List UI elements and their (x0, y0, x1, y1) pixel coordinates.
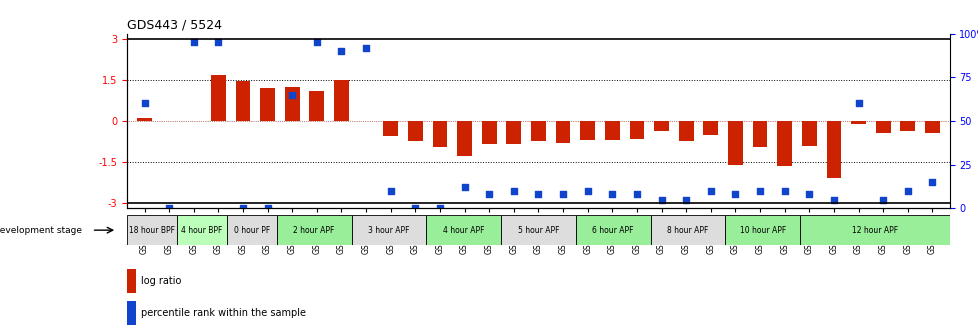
Bar (211, 75, 226, 121)
Point (285, 92, 300, 97)
Text: 5 hour APF: 5 hour APF (517, 226, 558, 235)
Bar (801, 121, 816, 145)
Bar (333, 80, 348, 121)
Text: 3 hour APF: 3 hour APF (368, 226, 409, 235)
Point (235, 206, 250, 211)
Bar (137, 118, 152, 121)
Text: 6 hour APF: 6 hour APF (592, 226, 634, 235)
Text: 12 hour APF: 12 hour APF (851, 226, 897, 235)
FancyBboxPatch shape (177, 215, 227, 245)
Point (776, 188, 791, 194)
Text: log ratio: log ratio (141, 276, 182, 286)
FancyBboxPatch shape (501, 215, 575, 245)
Point (457, 185, 472, 190)
Bar (825, 121, 840, 178)
Text: development stage: development stage (0, 226, 82, 235)
Point (506, 188, 521, 194)
Point (333, 48, 349, 54)
FancyBboxPatch shape (575, 215, 650, 245)
Bar (580, 121, 595, 140)
Text: percentile rank within the sample: percentile rank within the sample (141, 308, 306, 318)
Bar (653, 121, 668, 130)
Bar (604, 121, 619, 140)
Point (727, 192, 742, 197)
Bar (875, 121, 890, 133)
Point (530, 192, 546, 197)
Point (850, 101, 866, 106)
Point (481, 192, 497, 197)
Point (899, 188, 914, 194)
Point (874, 197, 890, 202)
Bar (900, 121, 914, 130)
Point (358, 45, 374, 50)
FancyBboxPatch shape (425, 215, 501, 245)
Bar (457, 121, 471, 157)
Bar (236, 81, 250, 121)
FancyBboxPatch shape (799, 215, 949, 245)
Text: 4 hour BPF: 4 hour BPF (181, 226, 222, 235)
Text: 18 hour BPF: 18 hour BPF (129, 226, 175, 235)
Bar (260, 88, 275, 121)
Bar (432, 121, 447, 147)
FancyBboxPatch shape (127, 215, 177, 245)
Bar (530, 121, 546, 141)
Text: GDS443 / 5524: GDS443 / 5524 (127, 18, 222, 31)
Text: 8 hour APF: 8 hour APF (667, 226, 708, 235)
Bar (678, 121, 692, 141)
Text: 10 hour APF: 10 hour APF (738, 226, 785, 235)
Point (702, 188, 718, 194)
Point (678, 197, 693, 202)
Text: 4 hour APF: 4 hour APF (442, 226, 484, 235)
Point (629, 192, 645, 197)
Bar (506, 121, 520, 144)
Point (653, 197, 669, 202)
Text: 0 hour PF: 0 hour PF (234, 226, 270, 235)
Bar (408, 121, 422, 141)
Bar (924, 121, 939, 133)
Point (603, 192, 619, 197)
FancyBboxPatch shape (277, 215, 351, 245)
Point (186, 40, 201, 45)
Bar (752, 121, 767, 147)
FancyBboxPatch shape (725, 215, 799, 245)
Bar (309, 91, 324, 121)
Point (825, 197, 841, 202)
Point (801, 192, 817, 197)
Bar (383, 121, 398, 136)
Bar (285, 87, 299, 121)
Point (210, 40, 226, 45)
Text: 2 hour APF: 2 hour APF (293, 226, 334, 235)
Point (431, 206, 447, 211)
Point (923, 179, 939, 185)
FancyBboxPatch shape (650, 215, 725, 245)
Point (555, 192, 570, 197)
Point (579, 188, 595, 194)
Point (751, 188, 767, 194)
Bar (127, 269, 136, 293)
Bar (703, 121, 718, 135)
Point (161, 206, 177, 211)
FancyBboxPatch shape (227, 215, 277, 245)
Point (309, 40, 325, 45)
Point (137, 101, 153, 106)
Bar (127, 301, 136, 325)
Bar (629, 121, 644, 139)
Point (259, 206, 275, 211)
Bar (777, 121, 791, 166)
Point (407, 206, 422, 211)
Bar (481, 121, 496, 144)
FancyBboxPatch shape (351, 215, 425, 245)
Bar (728, 121, 742, 165)
Bar (556, 121, 570, 143)
Point (382, 188, 398, 194)
Bar (850, 121, 865, 124)
